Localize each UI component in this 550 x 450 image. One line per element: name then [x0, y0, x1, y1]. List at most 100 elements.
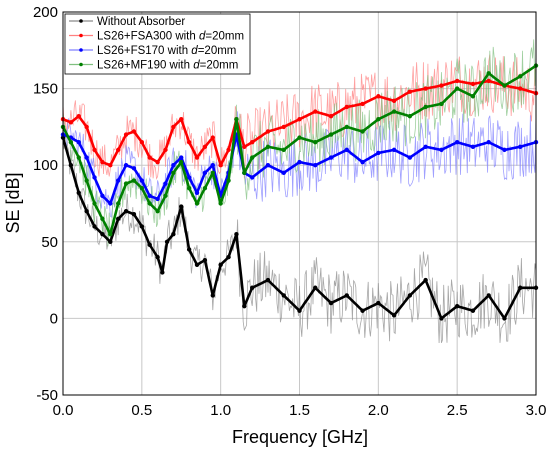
- x-tick-label: 0.5: [131, 402, 152, 419]
- series-point: [218, 201, 223, 206]
- series-point: [328, 155, 334, 160]
- series-point: [313, 285, 318, 290]
- series-point: [454, 86, 460, 91]
- series-point: [250, 285, 255, 290]
- series-point: [250, 155, 255, 160]
- y-tick-label: -50: [36, 387, 58, 404]
- legend-swatch-marker: [79, 19, 83, 23]
- series-point: [470, 94, 476, 99]
- series-point: [344, 147, 349, 153]
- series-point: [155, 196, 160, 202]
- series-point: [234, 231, 239, 237]
- legend-label: Without Absorber: [97, 16, 185, 28]
- series-point: [502, 83, 507, 88]
- series-point: [226, 147, 231, 153]
- series-point: [376, 94, 381, 99]
- series-point: [226, 254, 231, 260]
- series-point: [92, 224, 97, 229]
- series-point: [115, 216, 121, 222]
- series-point: [84, 155, 89, 160]
- series-point: [131, 212, 137, 217]
- series-point: [250, 140, 255, 145]
- series-point: [139, 140, 145, 145]
- series-point: [131, 166, 137, 171]
- series-point: [194, 155, 200, 160]
- series-point: [486, 78, 491, 84]
- series-point: [92, 147, 97, 153]
- series-point: [391, 98, 397, 104]
- series-point: [454, 140, 460, 145]
- series-point: [265, 144, 271, 150]
- legend-label: LS26+FSA300 with d=20mm: [97, 31, 244, 43]
- series-point: [76, 155, 81, 160]
- series-point: [360, 129, 365, 134]
- series-point: [92, 175, 97, 180]
- series-point: [297, 159, 302, 165]
- series-point: [344, 104, 349, 110]
- legend-swatch-marker: [79, 48, 83, 52]
- series-point: [115, 201, 121, 206]
- smoothed-lines-layer: [60, 63, 539, 321]
- series-point: [344, 124, 349, 130]
- raw-series-1: [62, 54, 537, 180]
- series-point: [376, 117, 381, 122]
- series-point: [202, 144, 208, 150]
- series-point: [186, 175, 192, 180]
- legend: Without Absorber LS26+FSA300 with d=20mm L…: [64, 13, 251, 75]
- series-point: [179, 159, 184, 165]
- series-point: [439, 83, 444, 88]
- series-point: [68, 140, 74, 145]
- legend-swatch-marker: [79, 62, 83, 67]
- series-point: [100, 193, 105, 199]
- series-point: [68, 120, 74, 125]
- series-point: [281, 293, 286, 298]
- series-point: [108, 163, 113, 168]
- series-point: [123, 181, 129, 186]
- series-point: [76, 140, 81, 145]
- series-point: [360, 159, 365, 165]
- series-point: [194, 262, 200, 267]
- series-point: [163, 147, 168, 153]
- series-point: [131, 178, 137, 183]
- series-point: [155, 208, 160, 214]
- series-point: [131, 129, 137, 134]
- series-point: [202, 257, 208, 263]
- series-point: [84, 124, 89, 130]
- series-point: [376, 150, 381, 156]
- series-point: [518, 285, 523, 290]
- x-tick-label: 2.5: [447, 402, 468, 419]
- series-point: [186, 247, 192, 252]
- series-point: [234, 117, 239, 122]
- series-point: [423, 104, 428, 110]
- series-point: [242, 303, 247, 309]
- series-point: [186, 140, 192, 145]
- legend-swatch-marker: [79, 33, 83, 38]
- series-point: [139, 178, 145, 183]
- series-point: [407, 155, 413, 160]
- series-point: [439, 101, 444, 107]
- x-tick-label: 3.0: [526, 402, 547, 419]
- series-point: [376, 300, 381, 306]
- series-point: [160, 270, 165, 275]
- series-point: [147, 193, 152, 199]
- series-point: [100, 159, 105, 165]
- series-point: [297, 117, 302, 122]
- series-point: [108, 201, 113, 206]
- series-point: [486, 140, 491, 145]
- series-point: [242, 144, 247, 150]
- series-point: [194, 201, 200, 206]
- series-point: [123, 208, 129, 214]
- series-point: [281, 124, 286, 130]
- x-tick-label: 1.0: [210, 402, 231, 419]
- series-point: [179, 155, 184, 160]
- series-point: [439, 147, 444, 153]
- series-point: [486, 293, 491, 298]
- legend-box: [64, 13, 251, 75]
- series-point: [171, 170, 176, 176]
- series-point: [179, 204, 184, 209]
- series-point: [202, 185, 208, 191]
- series-point: [454, 303, 460, 309]
- series-point: [297, 135, 302, 140]
- series-point: [210, 170, 215, 176]
- series-point: [518, 144, 523, 150]
